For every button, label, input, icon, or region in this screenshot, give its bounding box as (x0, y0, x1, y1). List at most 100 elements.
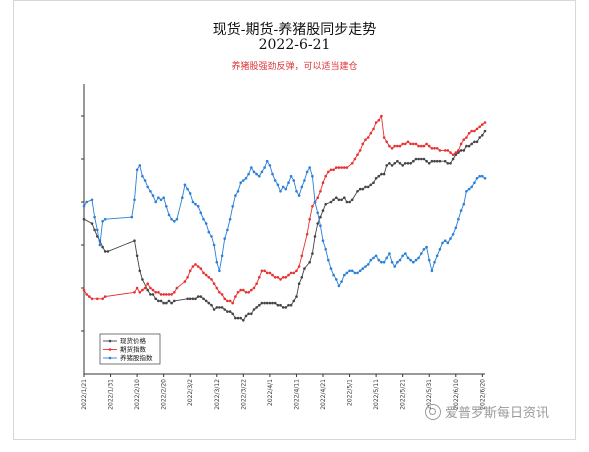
point-stocks-16 (151, 194, 155, 197)
watermark: 爱普罗斯每日资讯 (425, 402, 549, 421)
point-futures-69 (305, 233, 309, 236)
point-stocks-60 (271, 172, 274, 176)
point-futures-28 (194, 263, 197, 266)
point-stocks-105 (390, 260, 394, 264)
point-stocks-70 (297, 194, 301, 197)
point-futures-95 (377, 119, 381, 122)
point-futures-37 (218, 291, 221, 294)
point-spot-44 (242, 319, 245, 322)
point-stocks-118 (425, 245, 428, 249)
point-futures-19 (165, 293, 168, 296)
point-futures-79 (332, 168, 335, 172)
point-spot-54 (268, 301, 272, 305)
point-stocks-108 (398, 258, 402, 262)
point-stocks-10 (135, 168, 139, 172)
point-stocks-115 (417, 256, 420, 260)
point-futures-4 (96, 297, 99, 301)
point-spot-111 (427, 162, 431, 165)
point-futures-60 (279, 278, 282, 281)
point-futures-87 (356, 153, 359, 156)
point-spot-14 (151, 293, 155, 296)
point-stocks-8 (130, 215, 134, 219)
point-spot-79 (340, 198, 343, 202)
point-stocks-59 (268, 164, 272, 167)
point-spot-68 (308, 260, 312, 264)
point-futures-92 (369, 131, 373, 135)
point-stocks-58 (265, 159, 269, 163)
point-futures-104 (401, 142, 405, 146)
point-stocks-46 (234, 194, 237, 197)
point-spot-106 (414, 157, 418, 161)
point-futures-86 (353, 157, 357, 161)
point-futures-89 (361, 142, 365, 146)
point-stocks-49 (242, 179, 245, 182)
x-tick-label-0: 2022/1/21 (81, 379, 88, 410)
point-spot-130 (481, 134, 484, 137)
point-spot-39 (228, 310, 232, 313)
point-futures-5 (101, 297, 104, 301)
x-tick-label-6: 2022/3/22 (240, 379, 247, 410)
point-futures-108 (412, 142, 415, 146)
point-spot-40 (231, 312, 234, 316)
x-axis-ticks: 2022/1/21 2022/1/31 2022/2/10 2022/2/20 2022… (81, 374, 486, 410)
point-spot-76 (332, 198, 335, 202)
point-futures-2 (88, 295, 91, 298)
point-stocks-139 (481, 174, 484, 178)
point-futures-50 (252, 286, 256, 290)
point-spot-13 (149, 293, 152, 296)
point-stocks-9 (133, 198, 136, 202)
point-spot-65 (297, 282, 301, 286)
point-stocks-76 (313, 200, 317, 204)
point-stocks-2 (90, 198, 94, 202)
point-stocks-91 (353, 271, 357, 275)
point-spot-92 (377, 174, 381, 178)
point-stocks-64 (281, 185, 285, 189)
point-stocks-20 (162, 196, 165, 199)
point-stocks-66 (287, 181, 290, 184)
x-tick-label-4: 2022/3/2 (187, 379, 194, 406)
point-futures-3 (90, 297, 94, 301)
point-stocks-53 (252, 170, 256, 174)
point-stocks-33 (199, 211, 203, 215)
point-spot-37 (223, 308, 226, 311)
point-spot-98 (393, 162, 397, 165)
point-stocks-85 (337, 284, 341, 288)
point-futures-36 (215, 286, 219, 290)
point-stocks-107 (396, 260, 399, 264)
x-tick-label-14: 2022/6/10 (453, 379, 460, 410)
point-stocks-126 (446, 241, 450, 245)
point-futures-98 (385, 140, 389, 144)
point-futures-62 (284, 276, 288, 279)
point-spot-131 (483, 129, 487, 133)
point-futures-70 (308, 217, 312, 221)
legend-marker-spot (108, 339, 112, 343)
point-futures-40 (226, 299, 229, 303)
point-stocks-122 (435, 254, 439, 258)
point-spot-94 (382, 172, 386, 176)
point-spot-77 (335, 196, 338, 199)
point-spot-93 (380, 172, 383, 176)
point-futures-67 (297, 265, 301, 268)
point-spot-34 (215, 306, 219, 309)
point-stocks-25 (175, 217, 179, 221)
point-spot-12 (146, 288, 149, 292)
wechat-channel-icon (425, 403, 441, 420)
point-futures-8 (135, 286, 139, 290)
point-spot-83 (350, 198, 354, 202)
point-spot-1 (90, 222, 94, 225)
point-stocks-96 (366, 263, 370, 266)
point-stocks-68 (292, 179, 296, 182)
x-tick-label-9: 2022/4/21 (320, 379, 327, 410)
point-stocks-56 (260, 170, 264, 174)
point-spot-20 (167, 299, 171, 303)
point-futures-117 (435, 147, 439, 150)
point-futures-63 (287, 273, 290, 277)
point-stocks-41 (220, 254, 224, 258)
point-stocks-36 (207, 230, 211, 234)
series-spot (82, 129, 487, 322)
point-futures-128 (467, 131, 471, 135)
point-spot-100 (398, 162, 402, 165)
point-stocks-52 (250, 166, 253, 169)
point-stocks-17 (154, 200, 157, 204)
point-futures-55 (265, 271, 269, 275)
